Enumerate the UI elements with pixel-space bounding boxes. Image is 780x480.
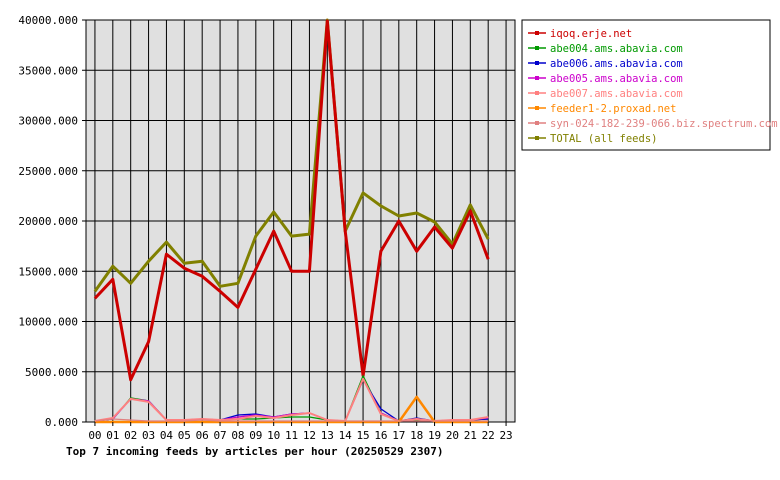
x-tick-label: 04 (160, 429, 174, 442)
y-tick-label: 40000.000 (18, 14, 78, 27)
legend-marker (535, 61, 539, 65)
x-tick-label: 16 (374, 429, 387, 442)
x-tick-label: 00 (88, 429, 101, 442)
y-tick-label: 0.000 (45, 416, 78, 429)
legend-entry: TOTAL (all feeds) (550, 133, 657, 145)
legend-entry: abe006.ams.abavia.com (550, 58, 683, 70)
y-tick-labels: 0.000 5000.000 10000.000 15000.000 20000.000… (18, 14, 86, 429)
x-tick-label: 21 (464, 429, 477, 442)
y-tick-label: 5000.000 (25, 366, 78, 379)
legend: iqoq.erje.net abe004.ams.abavia.com abe006… (521, 19, 778, 151)
legend-marker (535, 121, 539, 125)
series-lines (93, 18, 490, 424)
x-tick-label: 22 (482, 429, 495, 442)
chart-title: Top 7 incoming feeds by articles per hou… (66, 445, 444, 458)
x-tick-labels: 00 01 02 03 04 05 06 07 08 09 10 11 12 13 14 15 16 17 18 19… (88, 422, 513, 442)
series-line-0 (93, 19, 490, 382)
x-tick-label: 12 (303, 429, 316, 442)
legend-marker (535, 46, 539, 50)
x-tick-label: 06 (196, 429, 209, 442)
y-tick-label: 15000.000 (18, 265, 78, 278)
legend-entry: feeder1-2.proxad.net (550, 103, 676, 115)
legend-marker (535, 91, 539, 95)
x-tick-label: 10 (267, 429, 280, 442)
legend-entry: abe004.ams.abavia.com (550, 43, 683, 55)
legend-marker (535, 76, 539, 80)
x-tick-label: 23 (499, 429, 512, 442)
y-tick-label: 30000.000 (18, 115, 78, 128)
series-line-4 (94, 377, 489, 422)
x-tick-label: 02 (124, 429, 137, 442)
legend-entry: syn-024-182-239-066.biz.spectrum.com (550, 118, 778, 130)
x-tick-label: 09 (249, 429, 262, 442)
x-tick-label: 17 (392, 429, 405, 442)
y-tick-label: 10000.000 (18, 316, 78, 329)
legend-marker (535, 31, 539, 35)
legend-entry: abe007.ams.abavia.com (550, 88, 683, 100)
series-line-7 (93, 18, 490, 293)
x-tick-label: 11 (285, 429, 298, 442)
legend-entry: iqoq.erje.net (550, 28, 632, 40)
x-tick-label: 13 (321, 429, 334, 442)
x-tick-label: 01 (106, 429, 119, 442)
x-tick-label: 03 (142, 429, 155, 442)
series-line-6 (94, 418, 489, 422)
legend-marker (535, 136, 539, 140)
y-tick-label: 35000.000 (18, 64, 78, 77)
x-tick-label: 20 (446, 429, 459, 442)
legend-box (521, 19, 771, 151)
y-tick-label: 25000.000 (18, 165, 78, 178)
legend-marker (535, 106, 539, 110)
x-tick-label: 14 (339, 429, 353, 442)
x-tick-label: 15 (356, 429, 369, 442)
x-tick-label: 07 (213, 429, 226, 442)
legend-entry: abe005.ams.abavia.com (550, 73, 683, 85)
x-tick-label: 08 (231, 429, 244, 442)
y-tick-label: 20000.000 (18, 215, 78, 228)
x-tick-label: 18 (410, 429, 423, 442)
x-tick-label: 05 (178, 429, 191, 442)
x-tick-label: 19 (428, 429, 441, 442)
